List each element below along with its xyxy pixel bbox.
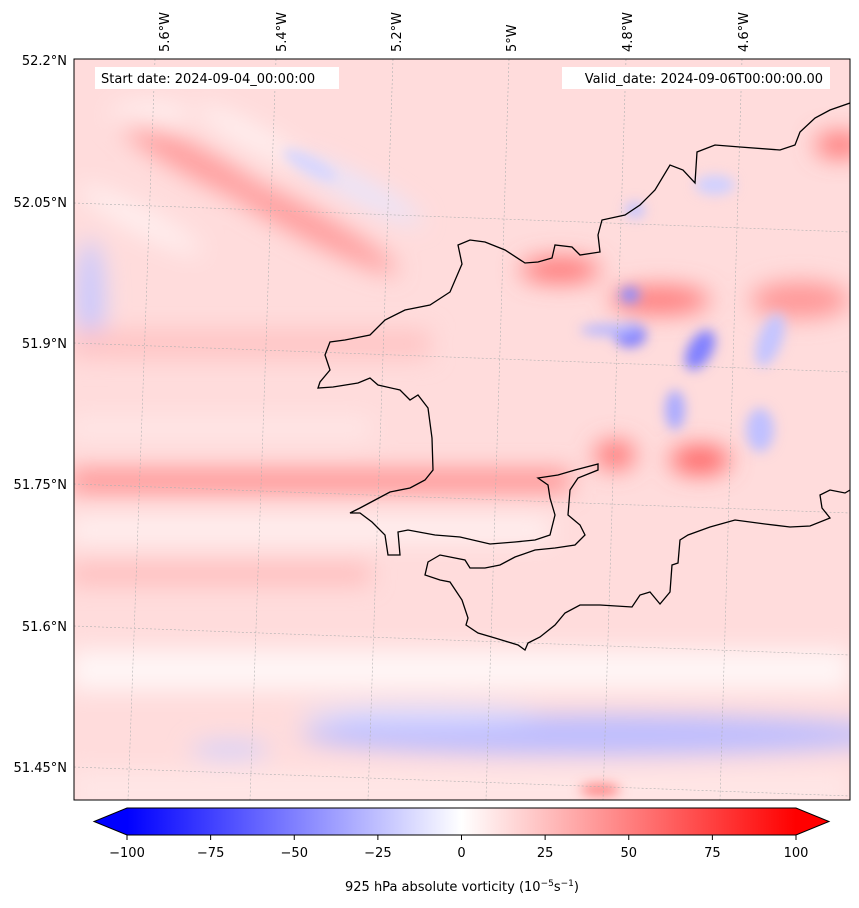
lat-label: 51.75°N bbox=[14, 478, 67, 493]
colorbar-tick-label: 50 bbox=[620, 846, 637, 861]
colorbar-body bbox=[127, 808, 796, 835]
colorbar-extend-max bbox=[796, 808, 829, 835]
start-date-box bbox=[95, 67, 339, 89]
lon-label: 5.6°W bbox=[158, 12, 173, 52]
colorbar-tick-label: −75 bbox=[197, 846, 224, 861]
colorbar-ticks: −100 −75 −50 −25 0 25 50 75 100 bbox=[109, 835, 808, 861]
lon-label: 5°W bbox=[505, 24, 520, 52]
colorbar-tick-label: 75 bbox=[704, 846, 721, 861]
lat-label: 51.45°N bbox=[14, 761, 67, 776]
lon-label: 4.6°W bbox=[737, 12, 752, 52]
latitude-labels: 52.2°N 52.05°N 51.9°N 51.75°N 51.6°N 51.… bbox=[14, 54, 67, 776]
lon-label: 4.8°W bbox=[621, 12, 636, 52]
lat-label: 51.9°N bbox=[22, 337, 67, 352]
lat-label: 52.05°N bbox=[14, 196, 67, 211]
longitude-labels: 5.6°W 5.4°W 5.2°W 5°W 4.8°W 4.6°W bbox=[158, 12, 752, 52]
colorbar-tick-label: −100 bbox=[109, 846, 145, 861]
colorbar-tick-label: 25 bbox=[537, 846, 554, 861]
graticule bbox=[74, 59, 850, 800]
colorbar-tick-label: 100 bbox=[784, 846, 809, 861]
colorbar-tick-label: 0 bbox=[457, 846, 465, 861]
map-frame bbox=[73, 58, 851, 801]
lon-label: 5.2°W bbox=[390, 12, 405, 52]
valid-date-box bbox=[562, 67, 830, 89]
lat-label: 51.6°N bbox=[22, 620, 67, 635]
start-date-text: Start date: 2024-09-04_00:00:00 bbox=[101, 72, 315, 87]
valid-date-text: Valid_date: 2024-09-06T00:00:00.00 bbox=[585, 72, 823, 87]
coastline bbox=[317, 102, 850, 651]
colorbar: −100 −75 −50 −25 0 25 50 75 100 925 hPa absolute… bbox=[92, 807, 831, 895]
lat-label: 52.2°N bbox=[22, 54, 67, 69]
colorbar-tick-label: −25 bbox=[364, 846, 391, 861]
colorbar-tick-label: −50 bbox=[281, 846, 308, 861]
vorticity-field: Start date: 2024-09-04_00:00:00 Valid_da… bbox=[74, 59, 850, 800]
colorbar-extend-min bbox=[94, 808, 127, 835]
lon-label: 5.4°W bbox=[275, 12, 290, 52]
colorbar-label: 925 hPa absolute vorticity (10−5s−1) bbox=[345, 879, 579, 895]
